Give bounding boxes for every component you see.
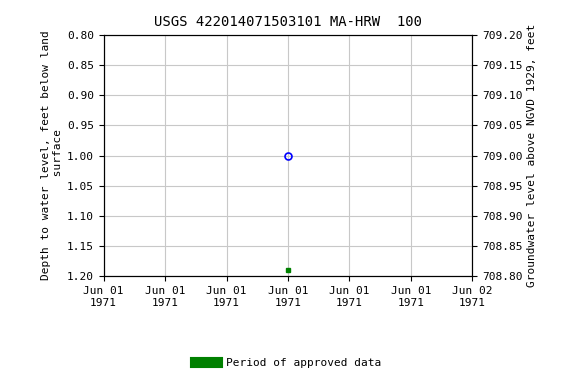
Y-axis label: Depth to water level, feet below land
 surface: Depth to water level, feet below land su… [41,31,63,280]
Legend: Period of approved data: Period of approved data [191,354,385,372]
Y-axis label: Groundwater level above NGVD 1929, feet: Groundwater level above NGVD 1929, feet [526,24,537,287]
Title: USGS 422014071503101 MA-HRW  100: USGS 422014071503101 MA-HRW 100 [154,15,422,29]
